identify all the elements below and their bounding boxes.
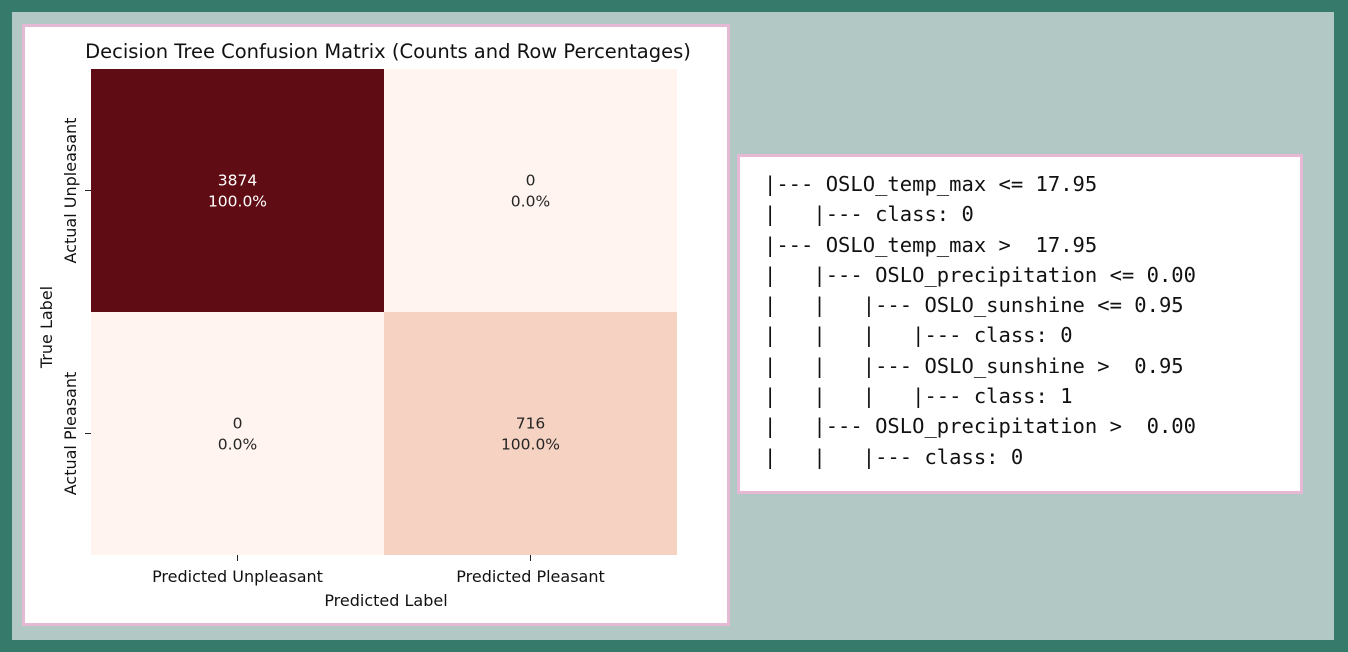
cell-percentage-label: 100.0% <box>208 193 267 211</box>
decision-tree-rules: |--- OSLO_temp_max <= 17.95 | |--- class… <box>764 172 1196 469</box>
confusion-matrix-chart: Decision Tree Confusion Matrix (Counts a… <box>37 40 691 610</box>
confusion-matrix-panel: Decision Tree Confusion Matrix (Counts a… <box>22 24 730 626</box>
cell-count-label: 0 <box>526 172 536 190</box>
figure-background: Decision Tree Confusion Matrix (Counts a… <box>12 12 1334 640</box>
heatmap-cells: 3874 100.0% 0 0.0% 0 0.0% 716 100.0% <box>91 69 677 555</box>
y-axis-ticks: Actual Unpleasant Actual Pleasant <box>61 118 91 496</box>
y-axis-label: True Label <box>37 286 56 369</box>
x-tick-label: Predicted Unpleasant <box>152 567 323 586</box>
x-axis-ticks: Predicted Unpleasant Predicted Pleasant <box>152 555 605 586</box>
x-tick-label: Predicted Pleasant <box>456 567 605 586</box>
cell-percentage-label: 100.0% <box>501 436 560 454</box>
chart-title: Decision Tree Confusion Matrix (Counts a… <box>85 40 691 63</box>
heatmap-cell <box>384 69 677 312</box>
cell-count-label: 3874 <box>218 172 257 190</box>
y-tick-label: Actual Pleasant <box>61 372 80 496</box>
heatmap-cell <box>91 312 384 555</box>
cell-percentage-label: 0.0% <box>511 193 550 211</box>
heatmap-cell <box>91 69 384 312</box>
decision-tree-text-panel: |--- OSLO_temp_max <= 17.95 | |--- class… <box>737 154 1303 494</box>
y-tick-label: Actual Unpleasant <box>61 118 80 264</box>
cell-count-label: 716 <box>516 415 546 433</box>
heatmap-cell <box>384 312 677 555</box>
cell-count-label: 0 <box>233 415 243 433</box>
x-axis-label: Predicted Label <box>324 591 447 610</box>
cell-percentage-label: 0.0% <box>218 436 257 454</box>
